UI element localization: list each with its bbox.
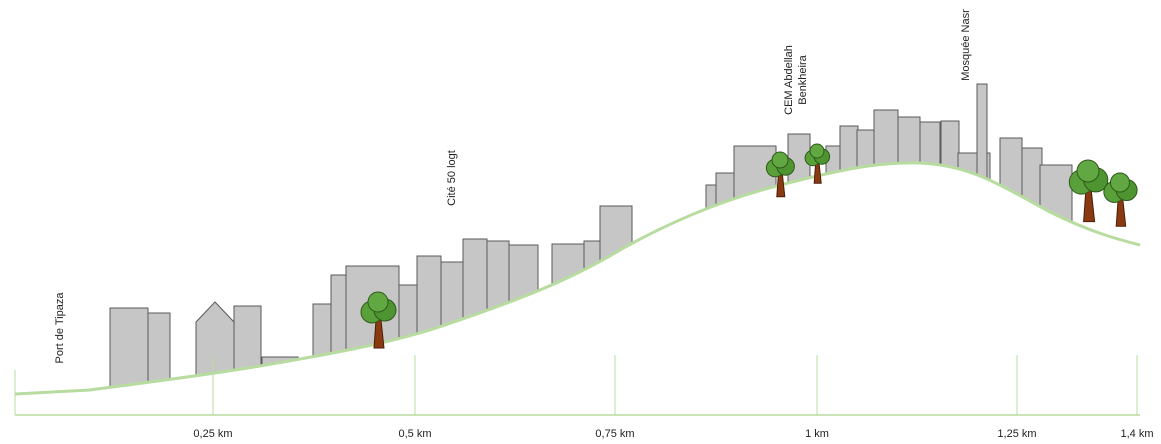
tree-crown bbox=[771, 151, 789, 169]
tree-trunk bbox=[1115, 199, 1127, 227]
tick-label: 0,5 km bbox=[398, 428, 431, 440]
tree-trunk bbox=[1083, 190, 1096, 223]
ground-mask bbox=[0, 162, 1161, 444]
place-label: Port de Tipaza bbox=[54, 292, 66, 364]
tick-label: 1,25 km bbox=[997, 428, 1036, 440]
trees bbox=[360, 143, 1138, 349]
tree-crown bbox=[809, 143, 825, 159]
place-label: Cité 50 logt bbox=[446, 150, 458, 206]
tree-crown bbox=[367, 291, 389, 313]
terrain-line bbox=[14, 161, 1141, 396]
tree-crown bbox=[1110, 172, 1130, 193]
tree-trunk bbox=[776, 173, 786, 198]
distance-axis: 0,25 km 0,5 km 0,75 km 1 km 1,25 km 1,4 km bbox=[14, 355, 1154, 440]
place-label: Mosquée Nasr bbox=[960, 9, 972, 81]
tick-label: 0,25 km bbox=[193, 428, 232, 440]
place-label: Benkheira bbox=[797, 54, 809, 104]
tick-label: 1 km bbox=[805, 428, 829, 440]
tree-crown bbox=[1076, 159, 1100, 183]
tick-label: 0,75 km bbox=[595, 428, 634, 440]
tree-trunk bbox=[813, 163, 822, 184]
place-label: CEM Abdellah bbox=[783, 45, 795, 115]
tick-label: 1,4 km bbox=[1120, 428, 1153, 440]
